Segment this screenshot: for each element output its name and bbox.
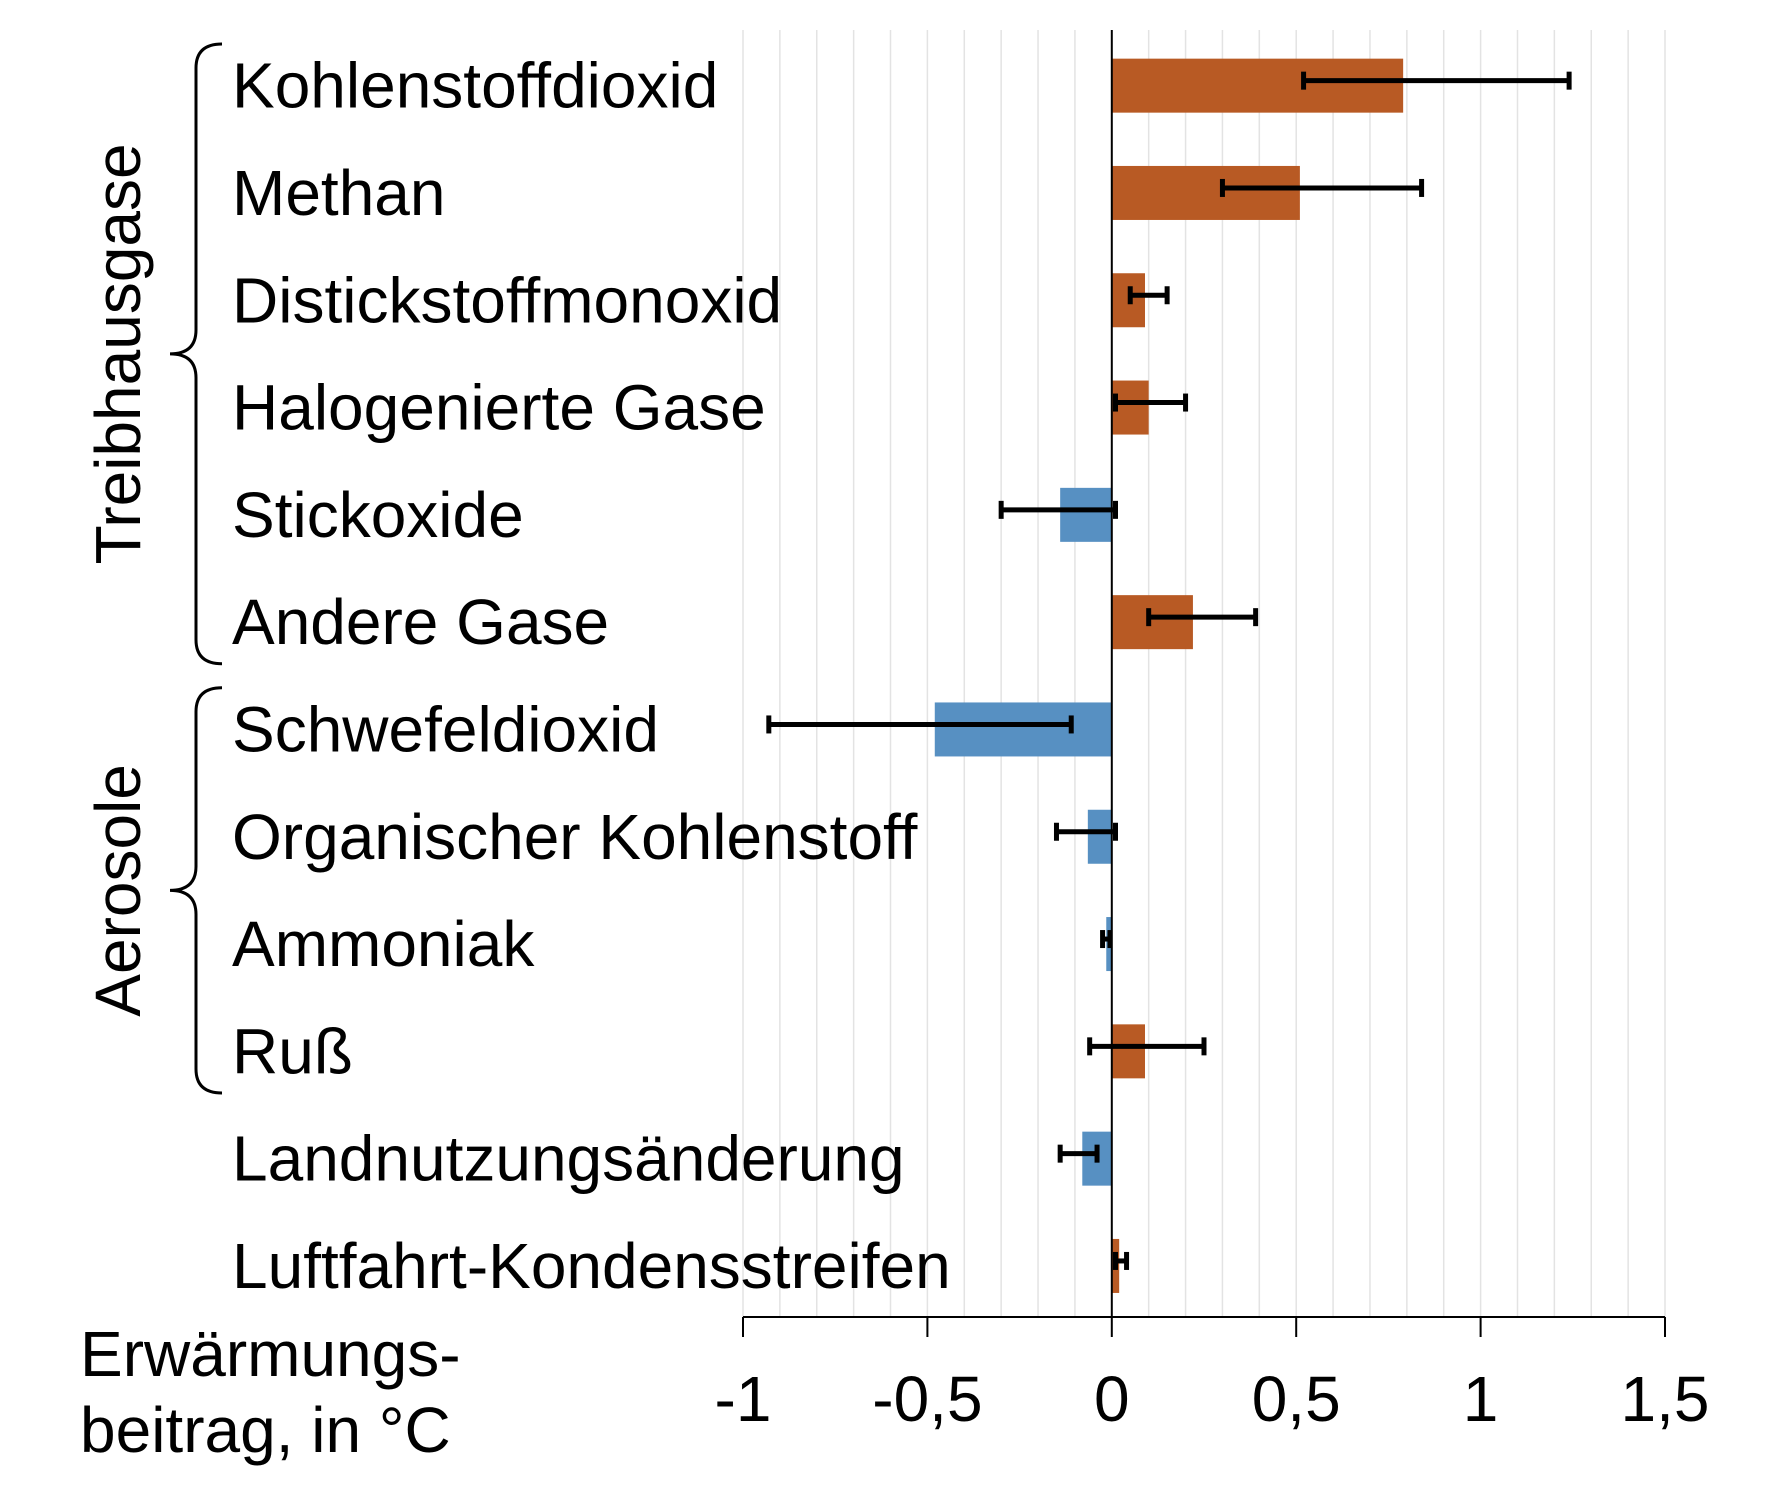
category-label-8: Organischer Kohlenstoff xyxy=(232,801,918,873)
error-bar-2 xyxy=(1219,178,1425,197)
group-label-1: Treibhausgase xyxy=(82,143,154,564)
bar-10 xyxy=(1111,1024,1145,1079)
error-bar-8 xyxy=(1053,822,1118,841)
error-bar-1 xyxy=(1301,71,1572,90)
error-bar-12 xyxy=(1112,1251,1130,1270)
category-label-12: Luftfahrt-Kondensstreifen xyxy=(232,1230,951,1302)
bars xyxy=(934,58,1404,1293)
category-label-3: Distickstoffmonoxid xyxy=(232,264,782,336)
x-tick-label-6: 1,5 xyxy=(1621,1363,1710,1435)
x-tick-label-4: 0,5 xyxy=(1252,1363,1341,1435)
group-brace-2 xyxy=(169,686,223,1095)
error-bar-5 xyxy=(998,500,1118,519)
category-label-2: Methan xyxy=(232,157,445,229)
x-axis-title: Erwärmungs- beitrag, in °C xyxy=(80,1318,478,1466)
category-label-7: Schwefeldioxid xyxy=(232,693,659,765)
category-labels: Kohlenstoffdioxid Methan Distickstoffmonox… xyxy=(232,50,951,1302)
category-label-6: Andere Gase xyxy=(232,586,609,658)
x-axis-title-line-2: beitrag, in °C xyxy=(80,1394,451,1466)
category-label-5: Stickoxide xyxy=(232,479,524,551)
x-axis-title-line-1: Erwärmungs- xyxy=(80,1318,461,1390)
group-label-2: Aerosole xyxy=(82,764,154,1017)
grid-lines xyxy=(742,30,1666,1317)
x-tick-label-5: 1 xyxy=(1463,1363,1499,1435)
error-bar-9 xyxy=(1100,930,1113,949)
error-bar-3 xyxy=(1127,286,1170,305)
error-bars xyxy=(766,71,1572,1270)
bar-1 xyxy=(1111,58,1404,113)
error-bar-10 xyxy=(1087,1037,1207,1056)
category-label-11: Landnutzungsänderung xyxy=(232,1123,905,1195)
group-braces: Treibhausgase Aerosole xyxy=(82,42,223,1095)
bar-5 xyxy=(1060,487,1112,542)
x-tick-label-1: -1 xyxy=(715,1363,772,1435)
x-tick-label-2: -0,5 xyxy=(872,1363,982,1435)
category-label-1: Kohlenstoffdioxid xyxy=(232,50,718,122)
error-bar-7 xyxy=(766,715,1074,734)
bar-7 xyxy=(934,702,1112,757)
category-label-10: Ruß xyxy=(232,1015,353,1087)
error-bar-6 xyxy=(1146,608,1259,627)
x-tick-label-3: 0 xyxy=(1094,1363,1130,1435)
bar-2 xyxy=(1111,165,1300,220)
bar-6 xyxy=(1111,595,1193,650)
bar-8 xyxy=(1087,809,1112,864)
group-brace-1 xyxy=(169,42,223,666)
x-axis: -1 -0,5 0 0,5 1 1,5 xyxy=(715,1316,1710,1435)
category-label-4: Halogenierte Gase xyxy=(232,372,766,444)
error-bar-11 xyxy=(1057,1144,1100,1163)
category-label-9: Ammoniak xyxy=(232,908,535,980)
error-bar-4 xyxy=(1112,393,1189,412)
